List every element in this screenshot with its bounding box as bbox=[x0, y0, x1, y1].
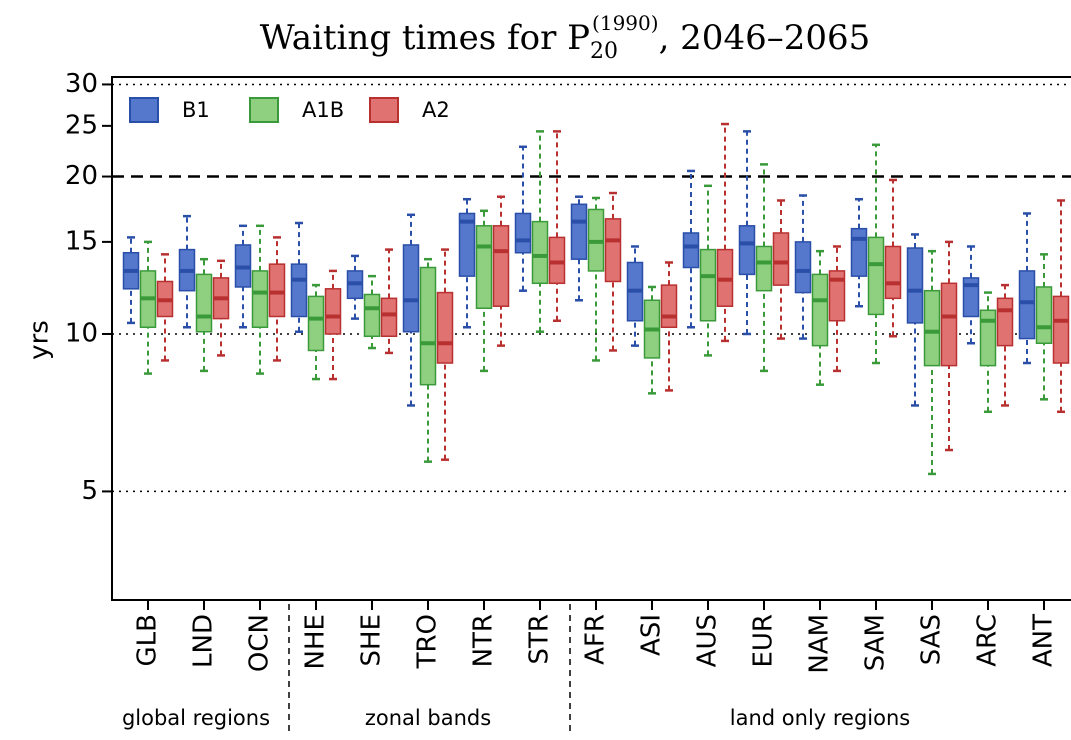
box bbox=[419, 266, 437, 386]
box bbox=[268, 263, 286, 318]
box bbox=[906, 247, 924, 324]
legend-swatch bbox=[249, 97, 279, 123]
x-tick-label: OCN bbox=[245, 614, 275, 672]
x-tick-label: GLB bbox=[133, 614, 163, 666]
box bbox=[363, 293, 381, 338]
box bbox=[492, 225, 510, 307]
legend-swatch bbox=[129, 97, 159, 123]
box bbox=[923, 289, 941, 367]
title-main: Waiting times for P bbox=[260, 18, 590, 58]
x-tick-label: STR bbox=[525, 614, 555, 664]
y-tick-label: 15 bbox=[65, 226, 98, 256]
x-tick-label: SAS bbox=[917, 614, 947, 665]
box bbox=[380, 297, 398, 338]
box bbox=[962, 277, 980, 318]
y-tick-label: 10 bbox=[65, 318, 98, 348]
title-superscript: (1990) bbox=[592, 11, 659, 35]
box bbox=[996, 297, 1014, 347]
x-tick-label: LND bbox=[189, 614, 219, 668]
legend-swatch bbox=[369, 97, 399, 123]
y-tick-label: 20 bbox=[65, 161, 98, 191]
x-tick-label: SHE bbox=[357, 614, 387, 666]
x-tick-label: AFR bbox=[581, 614, 611, 665]
box bbox=[570, 203, 588, 260]
box bbox=[324, 288, 342, 335]
box bbox=[811, 273, 829, 347]
box bbox=[1035, 286, 1053, 345]
y-tick-label: 25 bbox=[65, 110, 98, 140]
box bbox=[1018, 270, 1036, 340]
box bbox=[195, 273, 213, 333]
group-label: global regions bbox=[122, 706, 270, 730]
x-tick-label: AUS bbox=[693, 614, 723, 667]
y-tick-label: 5 bbox=[81, 476, 98, 506]
box bbox=[867, 236, 885, 316]
legend-label: B1 bbox=[182, 98, 210, 122]
chart-title: Waiting times for P20 (1990), 2046–2065 bbox=[260, 11, 870, 65]
box bbox=[682, 232, 700, 269]
box bbox=[458, 212, 476, 277]
box bbox=[531, 220, 549, 285]
x-tick-label: NHE bbox=[301, 614, 331, 669]
x-tick-label: NTR bbox=[469, 614, 499, 667]
box bbox=[884, 245, 902, 300]
box bbox=[738, 225, 756, 276]
x-tick-label: ANT bbox=[1029, 614, 1059, 667]
y-axis-label: yrs bbox=[25, 320, 55, 360]
group-label: zonal bands bbox=[365, 706, 491, 730]
box bbox=[699, 248, 717, 322]
box bbox=[755, 245, 773, 292]
box bbox=[402, 244, 420, 333]
box bbox=[307, 295, 325, 352]
box bbox=[436, 291, 454, 364]
title-subscript: 20 bbox=[590, 39, 618, 64]
x-tick-label: SAM bbox=[861, 614, 891, 671]
box bbox=[475, 225, 493, 309]
x-tick-label: NAM bbox=[805, 614, 835, 674]
title-rest: , 2046–2065 bbox=[659, 18, 871, 58]
box bbox=[772, 232, 790, 286]
box bbox=[290, 263, 308, 318]
box bbox=[979, 309, 997, 367]
box bbox=[1052, 295, 1070, 364]
box bbox=[251, 270, 269, 329]
box bbox=[660, 284, 678, 329]
x-tick-label: ARC bbox=[973, 614, 1003, 667]
box bbox=[514, 212, 532, 254]
box bbox=[794, 241, 812, 294]
box bbox=[850, 227, 868, 277]
x-tick-label: ASI bbox=[637, 614, 667, 656]
legend-label: A2 bbox=[422, 98, 450, 122]
plot-frame bbox=[111, 76, 1071, 601]
box bbox=[548, 236, 566, 285]
box bbox=[828, 270, 846, 322]
x-tick-label: TRO bbox=[413, 614, 443, 669]
box bbox=[604, 218, 622, 283]
y-tick-label: 30 bbox=[65, 69, 98, 99]
box bbox=[940, 282, 958, 367]
x-tick-label: EUR bbox=[749, 614, 779, 668]
legend-label: A1B bbox=[302, 98, 344, 122]
group-label: land only regions bbox=[730, 706, 910, 730]
